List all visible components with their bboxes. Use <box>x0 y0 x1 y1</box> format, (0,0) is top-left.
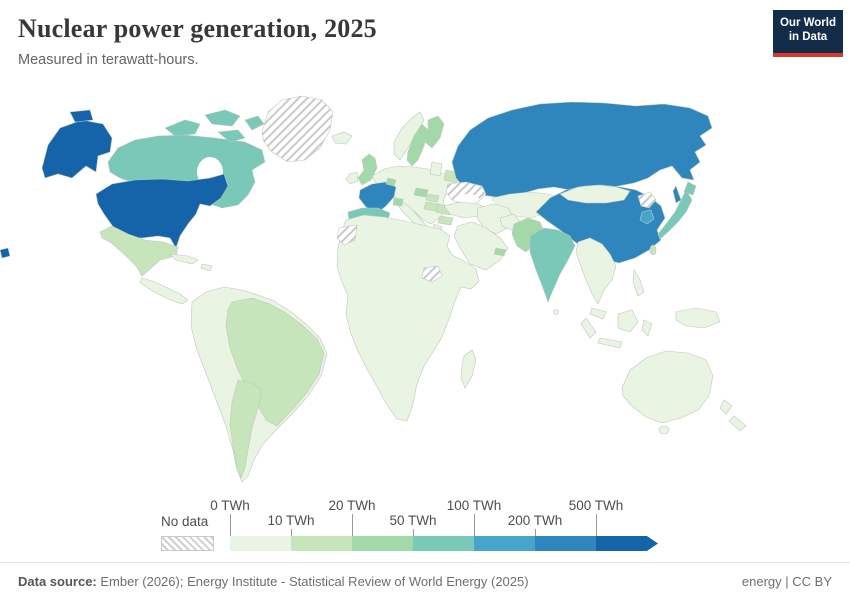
landmass-sumatra[interactable] <box>580 317 597 339</box>
page-title: Nuclear power generation, 2025 <box>18 14 377 43</box>
landmass-tasmania[interactable] <box>658 425 670 435</box>
legend-tick <box>413 529 414 536</box>
landmass-cuba[interactable] <box>169 253 199 265</box>
legend-tick <box>535 529 536 536</box>
legend-tick <box>291 529 292 536</box>
landmass-new-guinea[interactable] <box>675 307 721 329</box>
country-canada-arctic-3[interactable] <box>217 129 246 143</box>
legend-tick-label: 20 TWh <box>328 498 376 513</box>
country-canada-arctic-4[interactable] <box>244 115 265 131</box>
landmass-ireland[interactable] <box>345 171 359 185</box>
country-united-kingdom[interactable] <box>357 153 378 186</box>
landmass-sri-lanka[interactable] <box>553 309 559 315</box>
country-bulgaria[interactable] <box>437 215 454 226</box>
landmass-arabian-peninsula[interactable] <box>453 221 509 271</box>
country-switzerland[interactable] <box>392 197 404 207</box>
country-united-states-hawaii[interactable] <box>0 247 11 259</box>
country-finland[interactable] <box>424 115 445 149</box>
legend-tick <box>596 514 597 536</box>
legend-tick <box>474 514 475 536</box>
country-mongolia[interactable] <box>559 184 631 204</box>
country-united-arab-emirates[interactable] <box>493 247 507 257</box>
footer-source: Data source: Ember (2026); Energy Instit… <box>18 574 529 589</box>
landmass-africa[interactable] <box>336 214 480 422</box>
legend-bar[interactable] <box>230 536 658 551</box>
country-russia-sakhalin[interactable] <box>672 185 682 204</box>
country-japan[interactable] <box>657 189 693 240</box>
country-south-korea[interactable] <box>639 209 655 225</box>
country-slovakia[interactable] <box>425 193 440 203</box>
legend-no-data-label: No data <box>161 514 209 529</box>
legend-tick-label: 500 TWh <box>568 498 624 513</box>
legend-segment-200-500[interactable] <box>535 536 596 551</box>
landmass-indochina[interactable] <box>575 237 617 305</box>
landmass-new-zealand-north[interactable] <box>719 399 733 415</box>
landmass-java[interactable] <box>597 337 623 349</box>
country-south-sudan[interactable] <box>421 265 443 283</box>
landmass-central-america[interactable] <box>139 277 189 305</box>
landmass-madagascar[interactable] <box>460 349 477 389</box>
country-india[interactable] <box>529 227 576 303</box>
country-western-sahara[interactable] <box>336 224 358 246</box>
landmass-baltics[interactable] <box>429 161 443 177</box>
landmass-new-zealand-south[interactable] <box>728 415 747 432</box>
legend-segment-500+[interactable] <box>596 536 658 551</box>
country-czechia[interactable] <box>413 187 429 198</box>
legend-segment-0-10[interactable] <box>230 536 291 551</box>
country-hungary[interactable] <box>423 201 439 212</box>
country-russia[interactable] <box>451 101 713 198</box>
legend-tick-label: 200 TWh <box>507 513 563 528</box>
legend-tick-label: 10 TWh <box>267 513 315 528</box>
landmass-malaysia[interactable] <box>589 307 607 320</box>
country-japan-hokkaido[interactable] <box>683 181 697 196</box>
legend-tick <box>352 514 353 536</box>
footer-license[interactable]: energy | CC BY <box>741 574 832 589</box>
footer: Data source: Ember (2026); Energy Instit… <box>0 562 850 600</box>
landmass-borneo[interactable] <box>617 309 639 333</box>
country-canada-arctic-2[interactable] <box>204 109 241 127</box>
country-argentina[interactable] <box>229 379 263 479</box>
legend-tick-label: 100 TWh <box>446 498 502 513</box>
legend-segment-100-200[interactable] <box>474 536 535 551</box>
country-taiwan[interactable] <box>649 244 657 256</box>
country-sweden[interactable] <box>406 123 429 167</box>
legend-tick-label: 50 TWh <box>389 513 437 528</box>
country-mexico[interactable] <box>99 225 179 277</box>
world-map[interactable] <box>0 90 850 502</box>
country-canada-arctic-1[interactable] <box>164 119 201 137</box>
legend-segment-10-20[interactable] <box>291 536 352 551</box>
landmass-sulawesi[interactable] <box>641 319 653 337</box>
owid-logo[interactable]: Our World in Data <box>773 10 843 57</box>
black-sea <box>457 194 479 204</box>
legend-tick-label: 0 TWh <box>210 498 250 513</box>
legend-segment-20-50[interactable] <box>352 536 413 551</box>
owid-logo-line1: Our World <box>779 17 836 29</box>
country-belgium[interactable] <box>385 177 397 187</box>
legend-tick <box>230 514 231 536</box>
country-greenland[interactable] <box>261 95 334 163</box>
page-subtitle: Measured in terawatt-hours. <box>18 52 199 68</box>
legend-segment-50-100[interactable] <box>413 536 474 551</box>
country-united-states-alaska-island[interactable] <box>69 109 94 123</box>
country-france[interactable] <box>358 181 397 215</box>
landmass-hispaniola[interactable] <box>200 263 213 272</box>
footer-source-text: Ember (2026); Energy Institute - Statist… <box>96 574 529 589</box>
country-australia[interactable] <box>621 350 714 424</box>
legend-no-data-swatch[interactable] <box>161 536 214 551</box>
footer-source-label: Data source: <box>18 574 97 589</box>
country-united-states-alaska[interactable] <box>41 119 113 179</box>
owid-logo-line2: in Data <box>788 31 828 44</box>
landmass-philippines[interactable] <box>632 269 645 297</box>
landmass-iceland[interactable] <box>331 131 353 145</box>
country-north-korea[interactable] <box>637 191 657 209</box>
